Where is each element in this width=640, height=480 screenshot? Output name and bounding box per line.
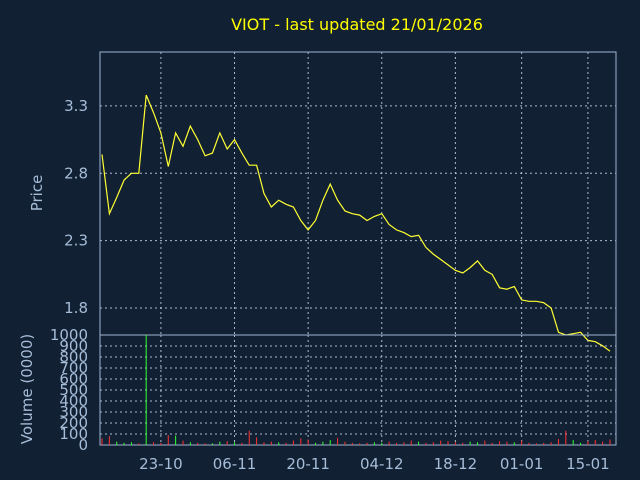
- x-tick-label: 18-12: [434, 455, 478, 473]
- volume-y-tick-label: 800: [59, 348, 88, 366]
- volume-y-tick-label: 400: [59, 392, 88, 410]
- volume-panel-frame: [99, 334, 617, 446]
- volume-bars: [101, 335, 611, 445]
- x-tick-label: 06-11: [213, 455, 257, 473]
- x-tick-label: 20-11: [286, 455, 330, 473]
- chart-title: VIOT - last updated 21/01/2026: [231, 15, 483, 34]
- price-y-tick-label: 2.3: [64, 232, 88, 250]
- price-panel-frame: [99, 51, 617, 336]
- price-y-tick-label: 3.3: [64, 97, 88, 115]
- x-tick-label: 01-01: [500, 455, 544, 473]
- price-panel: 1.8 2.3 2.8 3.3 Price: [28, 51, 617, 352]
- x-tick-label: 23-10: [139, 455, 183, 473]
- x-axis-ticks: 23-10 06-11 20-11 04-12 18-12 01-01 15-01: [139, 455, 610, 473]
- volume-y-tick-label: 1000: [50, 326, 88, 344]
- volume-y-tick-label: 900: [59, 337, 88, 355]
- price-y-ticks: 1.8 2.3 2.8 3.3: [64, 97, 88, 317]
- volume-y-tick-label: 200: [59, 414, 88, 432]
- price-y-tick-label: 2.8: [64, 164, 88, 182]
- volume-y-tick-label: 0: [78, 436, 88, 454]
- price-line: [101, 94, 611, 352]
- x-tick-label: 15-01: [566, 455, 610, 473]
- price-grid: [100, 52, 616, 335]
- price-axis-label: Price: [28, 175, 46, 212]
- volume-y-tick-label: 600: [59, 370, 88, 388]
- x-tick-label: 04-12: [360, 455, 404, 473]
- volume-axis-label: Volume (0000): [18, 334, 36, 444]
- volume-y-tick-label: 100: [59, 425, 88, 443]
- volume-y-tick-label: 300: [59, 403, 88, 421]
- volume-y-tick-label: 500: [59, 381, 88, 399]
- price-y-tick-label: 1.8: [64, 299, 88, 317]
- volume-grid: [100, 335, 616, 445]
- volume-y-tick-label: 700: [59, 359, 88, 377]
